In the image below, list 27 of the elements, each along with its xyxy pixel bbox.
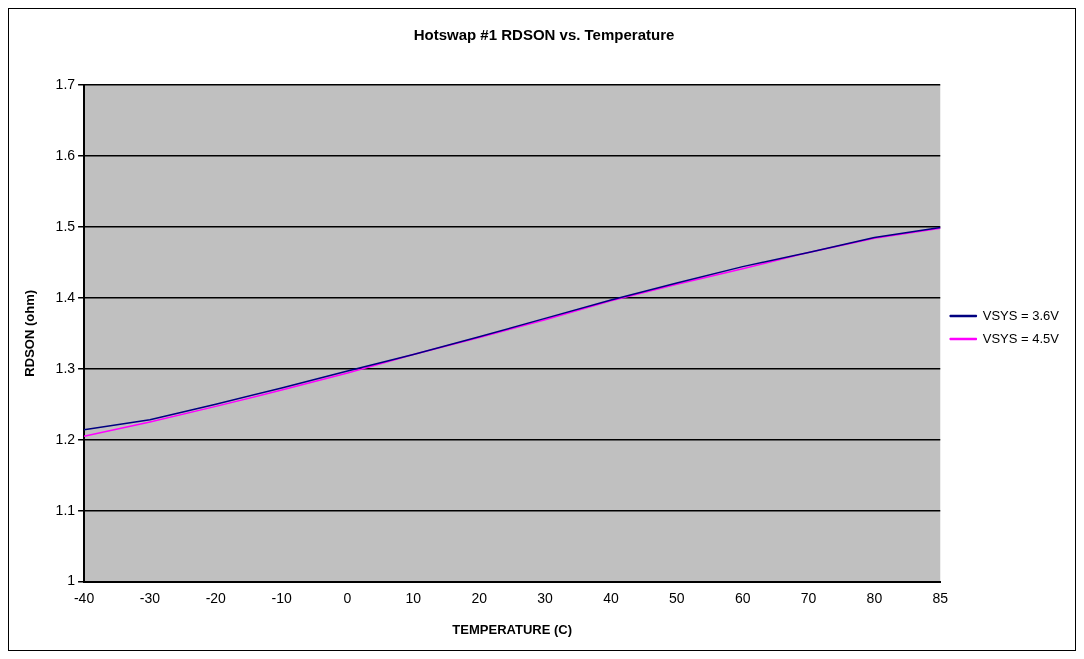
- x-axis-title: TEMPERATURE (C): [452, 621, 572, 637]
- x-tick-label: 60: [734, 589, 751, 606]
- legend-label: VSYS = 4.5V: [982, 330, 1060, 346]
- x-tick-label: 70: [800, 589, 817, 606]
- legend-label: VSYS = 3.6V: [982, 307, 1060, 323]
- y-tick-label: 1.1: [55, 501, 76, 518]
- x-tick-label: 85: [932, 589, 949, 606]
- x-tick-label: 20: [471, 589, 488, 606]
- y-tick-label: 1.6: [55, 146, 76, 163]
- y-tick-label: 1.3: [55, 359, 76, 376]
- x-tick-label: -20: [205, 589, 227, 606]
- x-tick-label: 50: [669, 589, 685, 606]
- x-tick-label: 0: [343, 589, 352, 606]
- chart-title: Hotswap #1 RDSON vs. Temperature: [413, 26, 675, 44]
- y-axis-title: RDSON (ohm): [22, 289, 38, 377]
- y-tick-label: 1: [67, 572, 76, 589]
- x-tick-label: -10: [271, 589, 292, 606]
- x-tick-label: 40: [603, 589, 619, 606]
- y-tick-label: 1.7: [55, 75, 76, 92]
- x-tick-label: -30: [139, 589, 161, 606]
- x-tick-label: -40: [73, 589, 95, 606]
- x-tick-label: 10: [405, 589, 422, 606]
- y-tick-label: 1.5: [55, 217, 76, 234]
- y-tick-label: 1.4: [55, 288, 76, 305]
- y-tick-label: 1.2: [55, 430, 76, 447]
- x-tick-label: 80: [866, 589, 883, 606]
- x-tick-label: 30: [537, 589, 554, 606]
